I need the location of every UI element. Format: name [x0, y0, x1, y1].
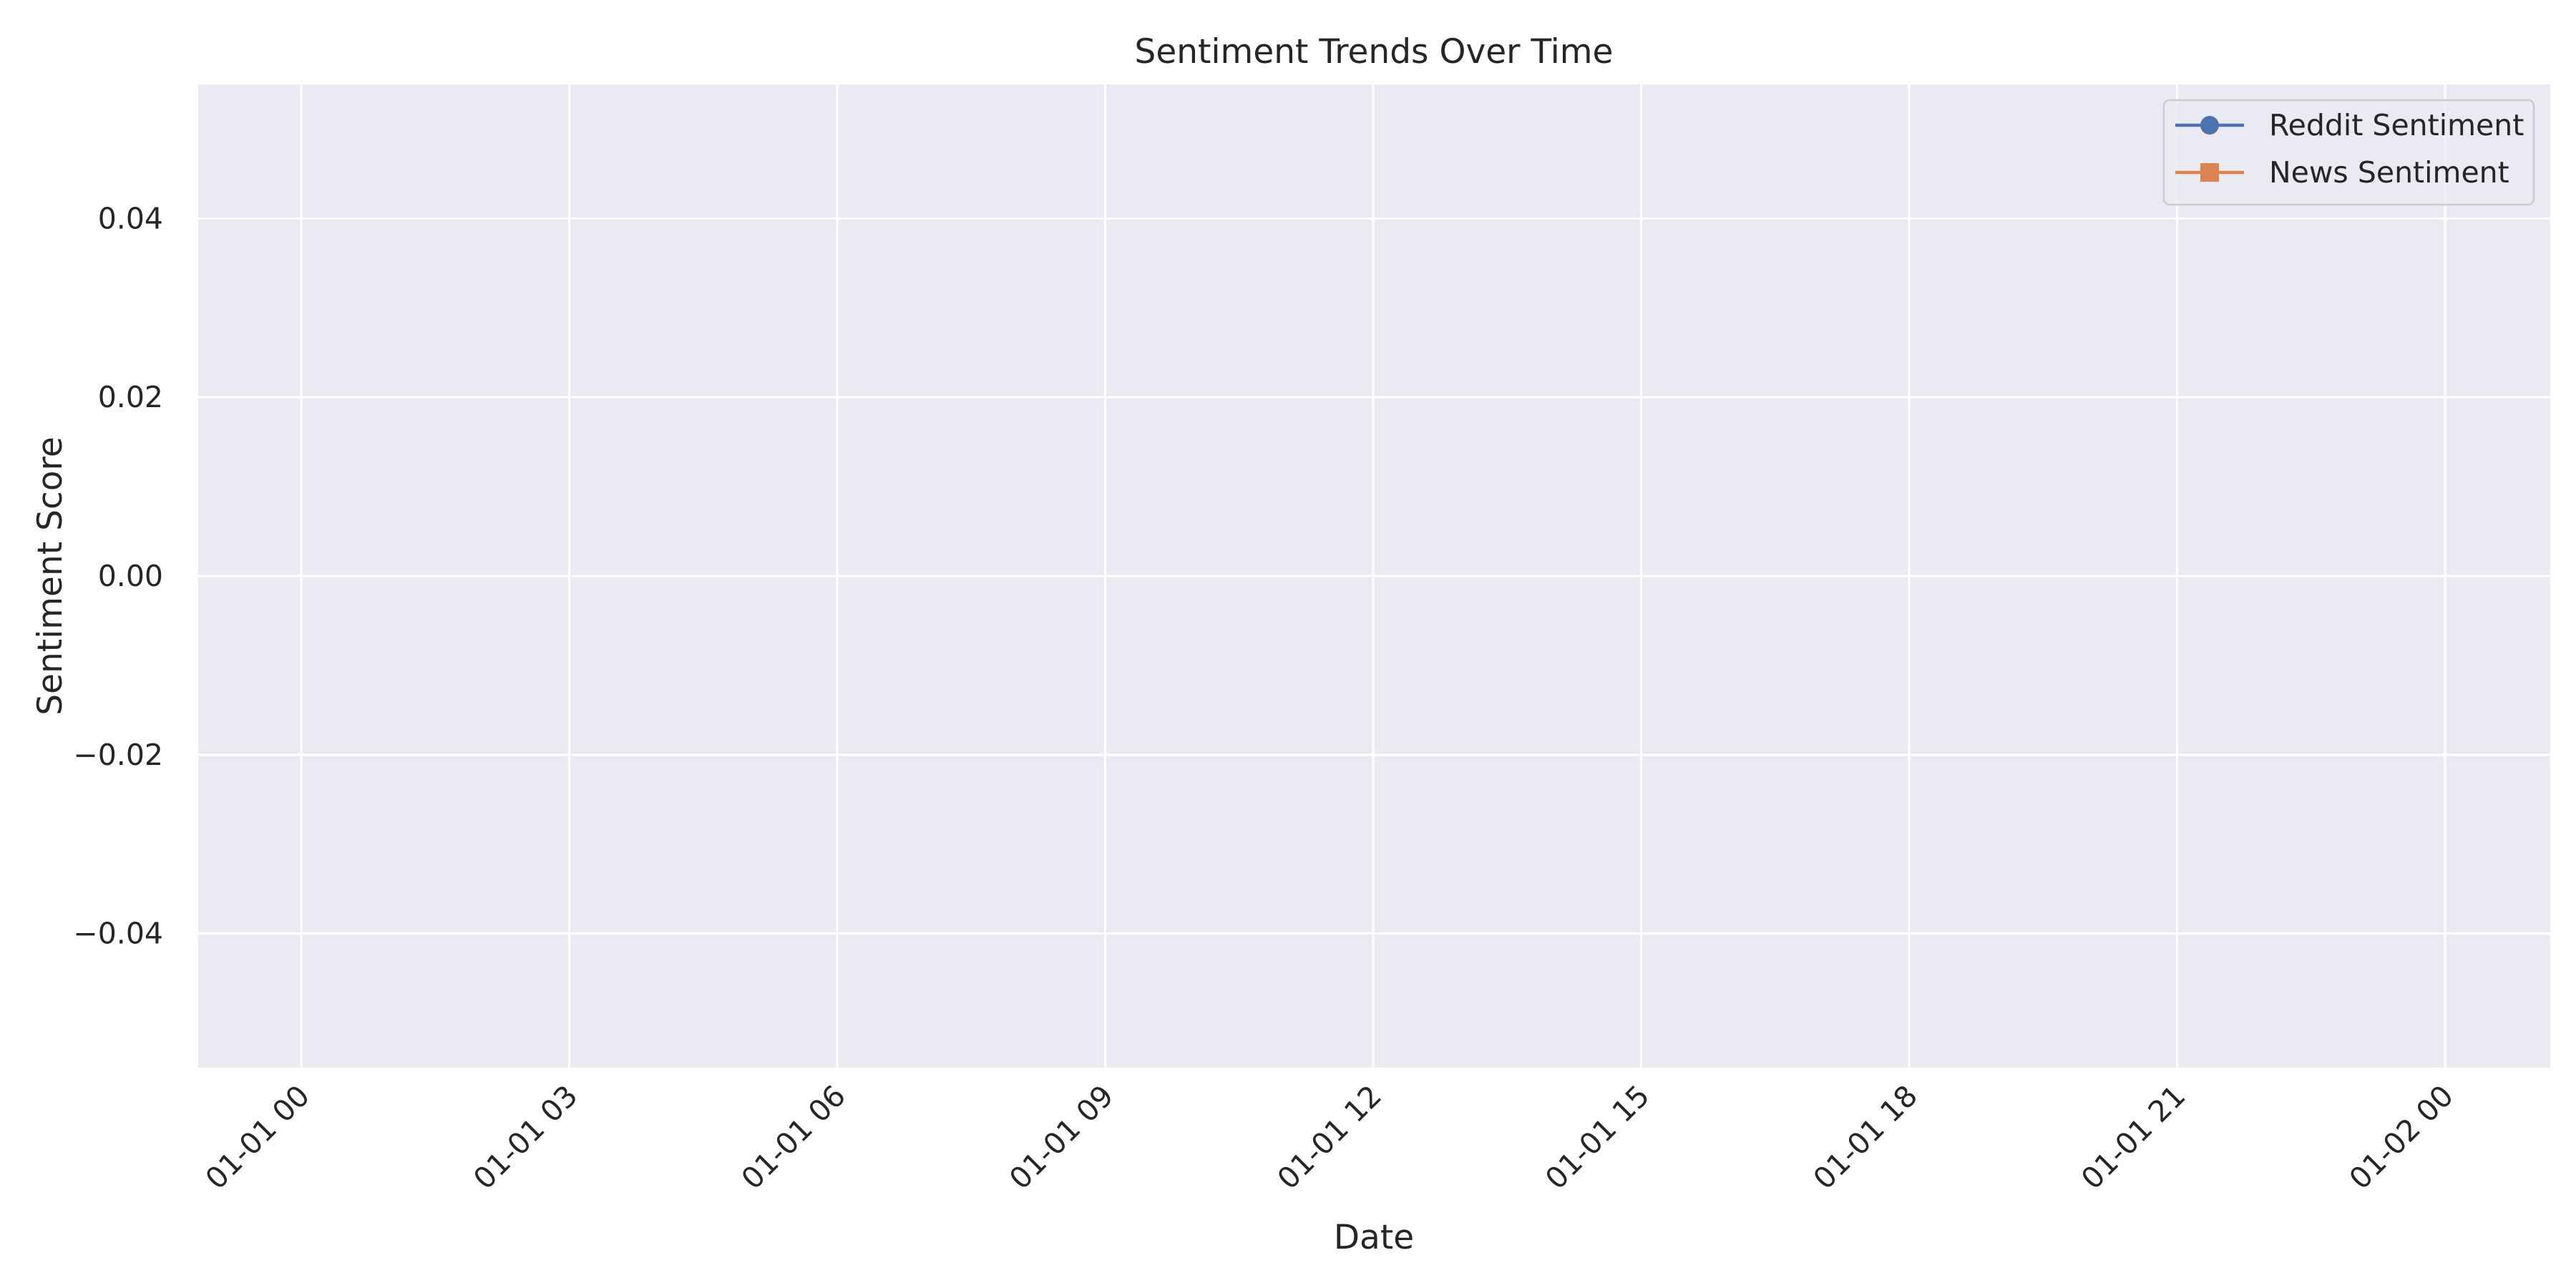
- y-tick-label: 0.04: [98, 201, 163, 235]
- legend: Reddit Sentiment News Sentiment: [2162, 99, 2535, 206]
- x-tick-label: 01-01 21: [2074, 1078, 2192, 1196]
- y-axis-label: Sentiment Score: [31, 436, 70, 716]
- x-tick-label: 01-01 18: [1807, 1078, 1924, 1196]
- y-tick-label: 0.02: [98, 380, 163, 414]
- legend-box: [2162, 99, 2535, 206]
- y-tick-label: −0.02: [73, 738, 163, 772]
- y-tick-labels: 0.04 0.02 0.00 −0.02 −0.04: [73, 201, 163, 950]
- x-axis-label: Date: [1334, 1218, 1414, 1257]
- legend-marker-news: [2200, 163, 2219, 182]
- x-tick-label: 01-01 06: [735, 1078, 852, 1196]
- y-tick-label: −0.04: [73, 917, 163, 951]
- x-tick-label: 01-01 03: [467, 1078, 584, 1196]
- y-tick-label: 0.00: [98, 559, 163, 593]
- x-tick-label: 01-01 15: [1538, 1078, 1656, 1196]
- x-tick-labels: 01-01 00 01-01 03 01-01 06 01-01 09 01-01 12…: [199, 1078, 2460, 1196]
- legend-label-reddit: Reddit Sentiment: [2269, 108, 2524, 142]
- x-tick-label: 01-01 12: [1271, 1078, 1388, 1196]
- chart-title: Sentiment Trends Over Time: [1135, 32, 1614, 72]
- x-tick-label: 01-01 09: [1002, 1078, 1120, 1196]
- x-tick-label: 01-01 00: [199, 1078, 316, 1196]
- x-tick-label: 01-02 00: [2343, 1078, 2460, 1196]
- legend-label-news: News Sentiment: [2269, 155, 2509, 190]
- grid-lines: [198, 84, 2550, 1068]
- legend-marker-reddit: [2200, 116, 2219, 135]
